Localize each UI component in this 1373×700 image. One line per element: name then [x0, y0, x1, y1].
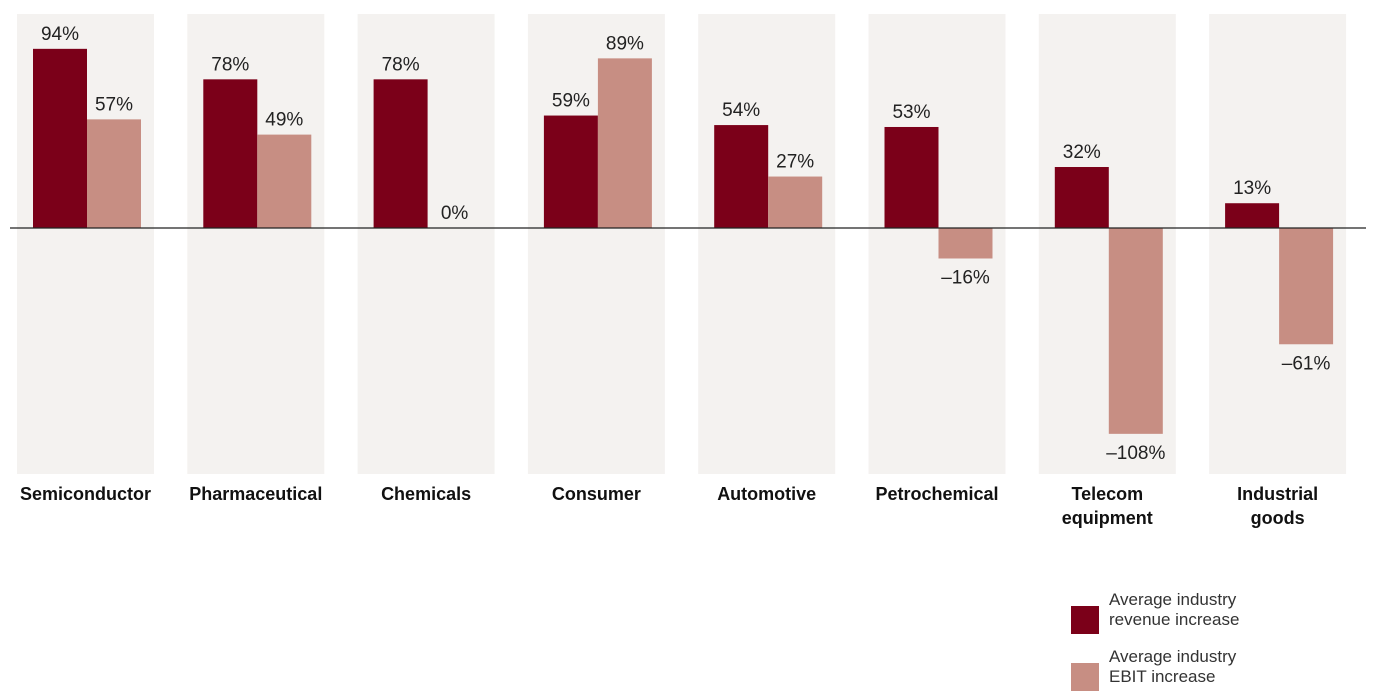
legend-label-series-1-line-1: Average industry: [1109, 590, 1237, 609]
value-label-chemicals-series-2: 0%: [441, 203, 469, 224]
bar-automotive-series-2: [768, 176, 823, 228]
value-label-chemicals-series-1: 78%: [382, 54, 420, 75]
category-label-telecom-equipment-line-2: equipment: [1062, 508, 1153, 528]
category-label-industrial-goods-line-1: Industrial: [1237, 484, 1318, 504]
bar-semiconductor-series-2: [87, 119, 141, 228]
bar-petrochemical-series-2: [938, 228, 993, 259]
value-label-pharmaceutical-series-1: 78%: [211, 54, 249, 75]
category-label-semiconductor: Semiconductor: [20, 484, 151, 504]
category-label-chemicals: Chemicals: [381, 484, 471, 504]
bar-semiconductor-series-1: [33, 48, 87, 228]
value-label-semiconductor-series-2: 57%: [95, 94, 133, 115]
bar-industrial-goods-series-2: [1279, 228, 1334, 345]
value-label-pharmaceutical-series-2: 49%: [265, 110, 303, 131]
value-label-semiconductor-series-1: 94%: [41, 24, 79, 45]
category-label-pharmaceutical: Pharmaceutical: [189, 484, 322, 504]
value-label-telecom-equipment-series-1: 32%: [1063, 142, 1101, 163]
value-label-automotive-series-2: 27%: [776, 152, 814, 173]
legend-label-series-2-line-2: EBIT increase: [1109, 667, 1215, 686]
value-label-industrial-goods-series-1: 13%: [1233, 178, 1271, 199]
bar-chemicals-series-1: [373, 79, 428, 228]
bar-industrial-goods-series-1: [1225, 203, 1280, 228]
bar-consumer-series-1: [543, 115, 598, 228]
bar-consumer-series-2: [597, 58, 652, 229]
bar-pharmaceutical-series-2: [257, 134, 312, 228]
category-label-automotive: Automotive: [717, 484, 816, 504]
bar-automotive-series-1: [714, 125, 769, 228]
value-label-industrial-goods-series-2: –61%: [1282, 353, 1331, 374]
bar-petrochemical-series-1: [884, 126, 939, 228]
legend-swatch-series-2: [1071, 663, 1099, 691]
category-labels: Semiconductor Pharmaceutical Chemicals Cons…: [20, 484, 1318, 528]
legend-label-series-1-line-2: revenue increase: [1109, 610, 1239, 629]
legend-label-series-2-line-1: Average industry: [1109, 647, 1237, 666]
bar-telecom-equipment-series-1: [1054, 167, 1109, 228]
category-label-petrochemical: Petrochemical: [875, 484, 998, 504]
legend-swatch-series-1: [1071, 606, 1099, 634]
value-label-consumer-series-1: 59%: [552, 91, 590, 112]
category-label-industrial-goods-line-2: goods: [1251, 508, 1305, 528]
value-label-automotive-series-1: 54%: [722, 100, 760, 121]
bar-pharmaceutical-series-1: [203, 79, 258, 228]
value-label-petrochemical-series-1: 53%: [892, 102, 930, 123]
category-label-telecom-equipment-line-1: Telecom: [1071, 484, 1143, 504]
value-label-telecom-equipment-series-2: –108%: [1106, 443, 1165, 464]
category-label-consumer: Consumer: [552, 484, 641, 504]
panel-automotive: [698, 14, 836, 474]
bar-telecom-equipment-series-2: [1108, 228, 1163, 434]
bars: [33, 48, 1334, 434]
value-label-petrochemical-series-2: –16%: [941, 267, 990, 288]
value-label-consumer-series-2: 89%: [606, 33, 644, 54]
value-labels: 94% 57% 78% 49% 78% 0% 59% 89% 54% 27% 53% –16% 32% –…: [41, 24, 1331, 464]
